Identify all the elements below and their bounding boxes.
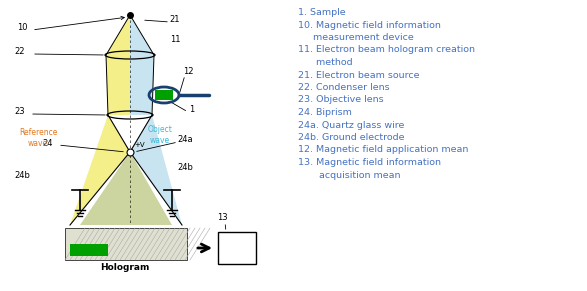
Polygon shape	[70, 115, 130, 225]
Text: 24. Biprism: 24. Biprism	[298, 108, 352, 117]
Text: acquisition mean: acquisition mean	[298, 171, 400, 180]
Polygon shape	[130, 115, 182, 225]
Text: 23: 23	[15, 107, 25, 116]
Text: 22. Condenser lens: 22. Condenser lens	[298, 83, 390, 92]
Text: 11. Electron beam hologram creation: 11. Electron beam hologram creation	[298, 45, 475, 54]
Text: 11: 11	[170, 36, 180, 45]
Text: 24b. Ground electrode: 24b. Ground electrode	[298, 133, 404, 142]
Bar	[218, 232, 256, 264]
Text: Object
wave: Object wave	[147, 125, 173, 145]
Polygon shape	[106, 55, 130, 115]
Text: 21. Electron beam source: 21. Electron beam source	[298, 70, 420, 79]
Text: 24a: 24a	[177, 136, 193, 145]
Text: +V: +V	[134, 142, 144, 148]
Text: 23. Objective lens: 23. Objective lens	[298, 95, 384, 104]
Text: 24b: 24b	[177, 164, 193, 173]
Text: measurement device: measurement device	[298, 33, 414, 42]
Text: 24b: 24b	[14, 171, 30, 180]
Text: 24a. Quartz glass wire: 24a. Quartz glass wire	[298, 120, 404, 129]
Polygon shape	[130, 15, 154, 55]
Text: 10. Magnetic field information: 10. Magnetic field information	[298, 20, 441, 29]
Text: 1: 1	[190, 106, 195, 114]
Polygon shape	[130, 55, 154, 115]
Text: 1. Sample: 1. Sample	[298, 8, 346, 17]
Bar	[65, 228, 187, 260]
Text: 12: 12	[183, 68, 193, 77]
Text: Reference
wave: Reference wave	[19, 128, 57, 148]
Bar	[155, 90, 173, 100]
Text: Hologram: Hologram	[100, 263, 150, 272]
Text: 22: 22	[15, 47, 25, 56]
Text: 13: 13	[217, 214, 227, 223]
Text: 13. Magnetic field information: 13. Magnetic field information	[298, 158, 441, 167]
Text: 10: 10	[17, 24, 27, 33]
Text: 21: 21	[170, 15, 180, 24]
Text: 24: 24	[43, 139, 53, 148]
Text: 12. Magnetic field application mean: 12. Magnetic field application mean	[298, 146, 468, 155]
Polygon shape	[106, 15, 130, 55]
Text: method: method	[298, 58, 353, 67]
Polygon shape	[80, 152, 172, 225]
Bar	[70, 244, 108, 256]
